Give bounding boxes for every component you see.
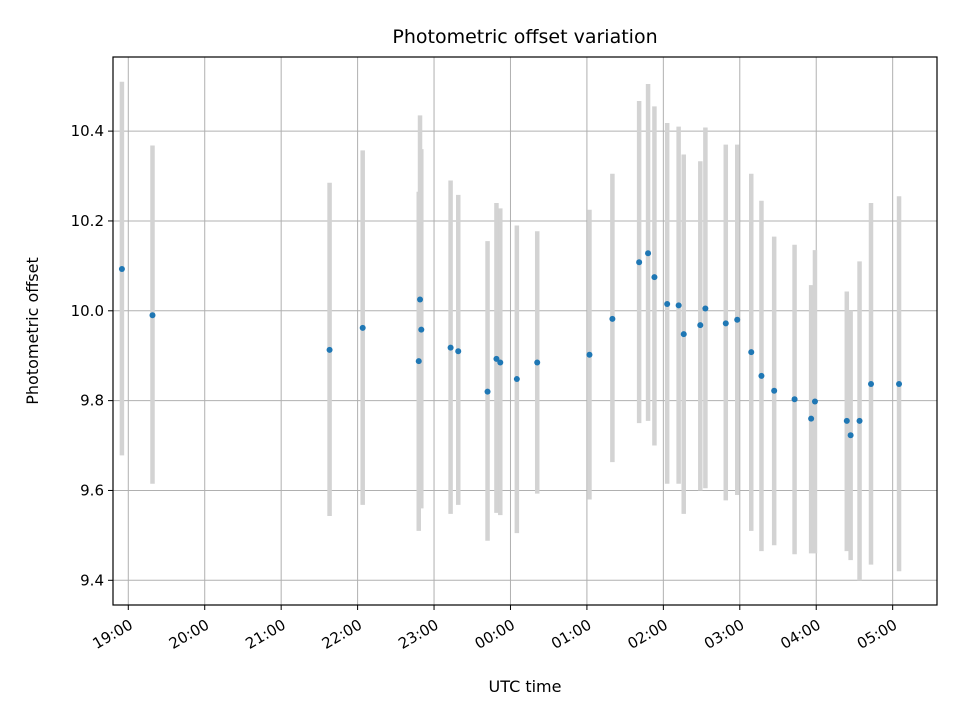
data-point bbox=[843, 417, 850, 424]
data-point bbox=[447, 344, 454, 351]
data-point bbox=[455, 348, 462, 355]
data-point bbox=[645, 250, 652, 257]
data-point bbox=[748, 349, 755, 356]
data-point bbox=[493, 355, 500, 362]
data-point bbox=[771, 387, 778, 394]
y-tick-label: 10.2 bbox=[71, 212, 104, 230]
data-points bbox=[118, 250, 903, 439]
data-point bbox=[118, 266, 125, 273]
data-point bbox=[697, 322, 704, 329]
data-point bbox=[415, 358, 422, 365]
y-tick-label: 10.0 bbox=[71, 302, 104, 320]
y-tick-label: 9.8 bbox=[80, 392, 104, 410]
data-point bbox=[497, 359, 504, 366]
data-point bbox=[868, 381, 875, 388]
data-point bbox=[586, 351, 593, 358]
data-point bbox=[651, 274, 658, 281]
y-tick-label: 10.4 bbox=[71, 122, 104, 140]
data-point bbox=[811, 398, 818, 405]
data-point bbox=[758, 372, 765, 379]
data-point bbox=[609, 315, 616, 322]
data-point bbox=[680, 331, 687, 338]
data-point bbox=[808, 415, 815, 422]
data-point bbox=[675, 302, 682, 309]
y-tick-label: 9.4 bbox=[80, 571, 104, 589]
data-point bbox=[722, 320, 729, 327]
data-point bbox=[417, 296, 424, 303]
data-point bbox=[418, 326, 425, 333]
data-point bbox=[513, 376, 520, 383]
x-axis-label: UTC time bbox=[489, 677, 562, 696]
data-point bbox=[149, 312, 156, 319]
data-point bbox=[326, 346, 333, 353]
chart-title: Photometric offset variation bbox=[392, 26, 657, 48]
plot-frame bbox=[112, 56, 938, 606]
data-point bbox=[847, 432, 854, 439]
data-point bbox=[534, 359, 541, 366]
data-point bbox=[702, 305, 709, 312]
data-point bbox=[896, 381, 903, 388]
y-tick-label: 9.6 bbox=[80, 481, 104, 499]
data-point bbox=[484, 388, 491, 395]
y-axis-label: Photometric offset bbox=[23, 257, 42, 405]
data-point bbox=[734, 316, 741, 323]
data-point bbox=[359, 324, 366, 331]
data-point bbox=[791, 396, 798, 403]
data-point bbox=[856, 417, 863, 424]
y-axis-ticks: 9.4 9.6 9.8 10.0 10.2 10.4 bbox=[71, 122, 113, 589]
data-point bbox=[636, 259, 643, 266]
data-point bbox=[664, 301, 671, 308]
